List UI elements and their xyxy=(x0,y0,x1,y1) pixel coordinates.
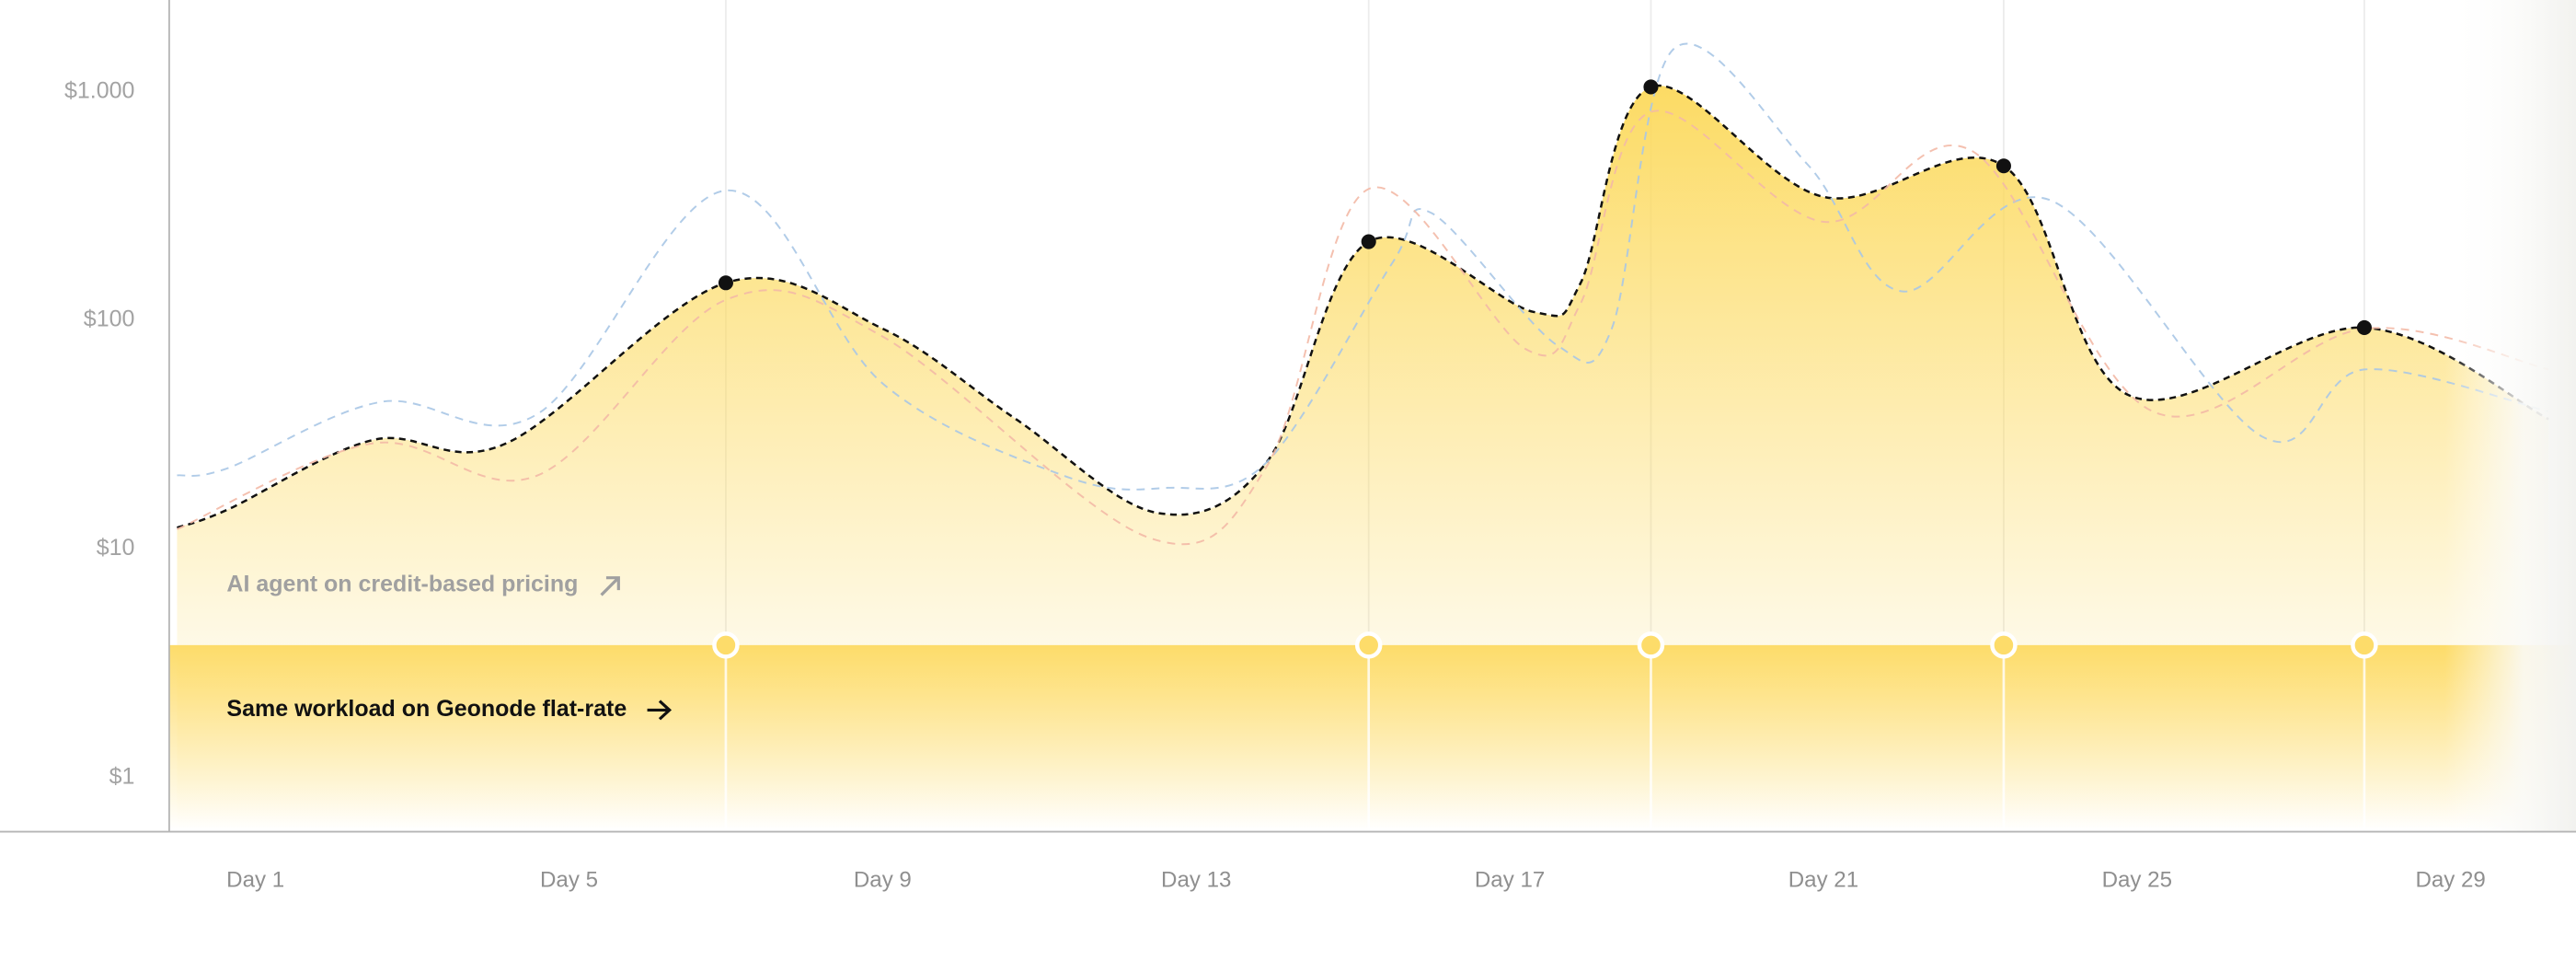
x-tick-label: Day 21 xyxy=(1788,868,1858,893)
x-tick-label: Day 13 xyxy=(1161,868,1231,893)
series-line xyxy=(177,110,2549,546)
series-label: AI agent on credit-based pricing xyxy=(226,571,578,596)
flat-rate-point xyxy=(1990,631,2018,659)
flat-rate-point xyxy=(1637,631,1665,659)
flat-rate-band xyxy=(168,644,2576,830)
x-tick-label: Day 17 xyxy=(1475,868,1545,893)
point xyxy=(1995,158,2011,174)
edge-fade xyxy=(2444,0,2576,832)
x-tick-label: Day 5 xyxy=(540,868,598,893)
area xyxy=(177,86,2549,830)
x-tick-label: Day 25 xyxy=(2102,868,2172,893)
y-tick-label: $1.000 xyxy=(64,77,134,103)
flat-rate-point xyxy=(2351,631,2378,659)
series-label: Same workload on Geonode flat-rate xyxy=(226,696,627,722)
arrow-icon xyxy=(647,700,673,721)
y-tick-label: $100 xyxy=(84,307,135,332)
series-line xyxy=(177,42,2549,491)
flat-rate-point xyxy=(1354,631,1383,659)
point xyxy=(1361,234,1376,249)
point xyxy=(1643,79,1659,95)
text-layer: AI agent on credit-based pricing Same wo… xyxy=(64,77,2486,892)
flat-rate-point xyxy=(712,631,740,659)
y-tick-label: $10 xyxy=(97,535,135,561)
dot-layer xyxy=(712,79,2378,659)
x-tick-label: Day 29 xyxy=(2415,868,2485,893)
band-layer xyxy=(168,644,2576,830)
x-tick-label: Day 1 xyxy=(226,868,284,893)
point xyxy=(2356,319,2372,335)
x-tick-label: Day 9 xyxy=(854,868,912,893)
point xyxy=(718,275,733,291)
arrow-icon xyxy=(600,576,620,596)
y-tick-label: $1 xyxy=(109,763,135,789)
